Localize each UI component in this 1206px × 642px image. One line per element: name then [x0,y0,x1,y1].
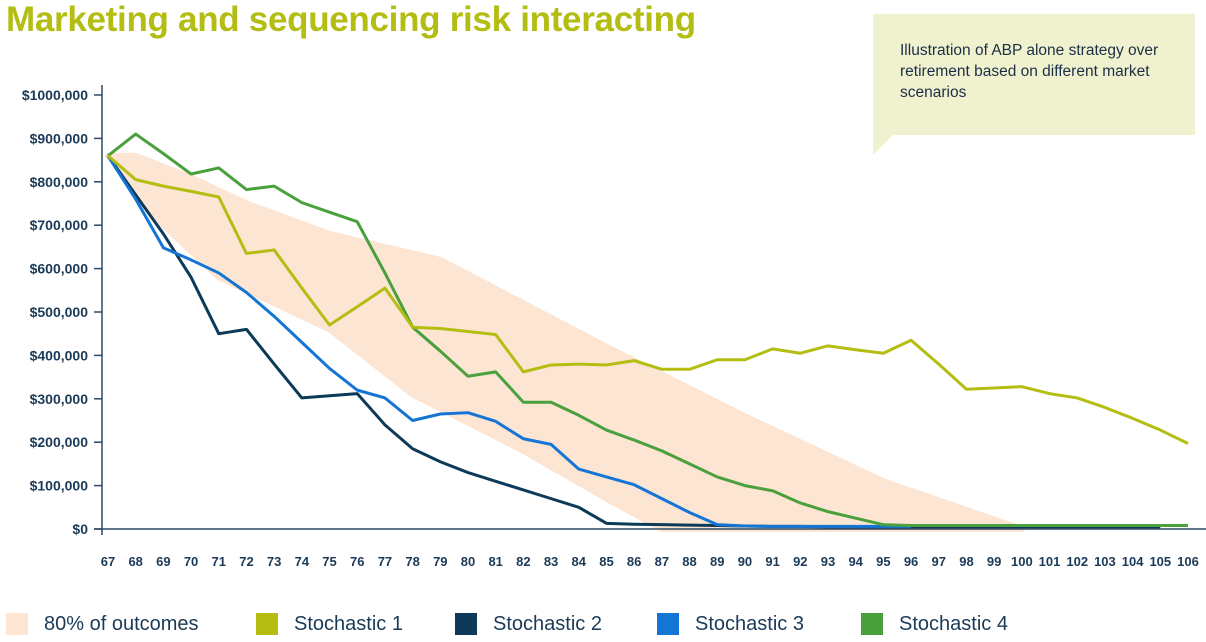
x-tick-label: 103 [1094,554,1116,569]
x-tick-label: 96 [904,554,918,569]
y-tick-label: $600,000 [30,261,89,277]
legend-swatch [861,613,883,635]
band-80-percent [105,152,1025,532]
x-tick-label: 72 [239,554,253,569]
legend-swatch [657,613,679,635]
legend-label: Stochastic 3 [695,612,804,635]
x-tick-label: 104 [1122,554,1144,569]
x-tick-label: 77 [378,554,392,569]
y-tick-label: $0 [72,521,88,537]
y-tick-label: $700,000 [30,217,89,233]
x-tick-label: 89 [710,554,724,569]
x-tick-label: 70 [184,554,198,569]
legend-swatch [256,613,278,635]
x-tick-label: 80 [461,554,475,569]
x-tick-label: 90 [738,554,752,569]
series-line-stochastic-3 [106,154,912,528]
x-tick-label: 102 [1066,554,1088,569]
y-tick-label: $500,000 [30,304,89,320]
y-tick-label: $300,000 [30,391,89,407]
x-tick-label: 84 [572,554,587,569]
legend-swatch [455,613,477,635]
y-tick-label: $100,000 [30,478,89,494]
series-line-stochastic-1 [107,154,1189,445]
x-tick-label: 105 [1149,554,1171,569]
x-tick-label: 86 [627,554,641,569]
legend-item-stochastic-1: Stochastic 1 [256,611,403,637]
y-tick-label: $400,000 [30,347,89,363]
x-tick-label: 93 [821,554,835,569]
series-line-stochastic-4 [107,132,1188,528]
x-tick-label: 101 [1039,554,1061,569]
x-tick-label: 68 [128,554,142,569]
legend-label: Stochastic 2 [493,612,602,635]
x-tick-label: 79 [433,554,447,569]
y-tick-label: $800,000 [30,174,89,190]
x-tick-label: 74 [295,554,310,569]
legend-swatch [6,613,28,635]
x-tick-label: 87 [655,554,669,569]
y-tick-label: $200,000 [30,434,89,450]
legend-item-stochastic-4: Stochastic 4 [861,611,1008,637]
x-tick-label: 97 [932,554,946,569]
y-tick-label: $900,000 [30,130,89,146]
x-tick-label: 78 [405,554,419,569]
legend-item-band: 80% of outcomes [6,611,199,637]
x-tick-label: 76 [350,554,364,569]
callout-text: Illustration of ABP alone strategy over … [900,42,1159,101]
legend-item-stochastic-2: Stochastic 2 [455,611,602,637]
x-tick-label: 88 [682,554,696,569]
x-tick-label: 69 [156,554,170,569]
x-tick-label: 85 [599,554,613,569]
legend-item-stochastic-3: Stochastic 3 [657,611,804,637]
x-tick-label: 95 [876,554,890,569]
x-tick-label: 83 [544,554,558,569]
x-tick-label: 82 [516,554,530,569]
x-tick-label: 99 [987,554,1001,569]
y-tick-label: $1000,000 [22,87,88,103]
x-tick-label: 91 [765,554,779,569]
x-tick-label: 106 [1177,554,1199,569]
x-tick-label: 94 [848,554,863,569]
x-tick-label: 73 [267,554,281,569]
x-tick-label: 81 [488,554,502,569]
x-tick-label: 67 [101,554,115,569]
x-tick-label: 100 [1011,554,1033,569]
legend-label: Stochastic 4 [899,612,1008,635]
legend-label: 80% of outcomes [44,612,199,635]
x-tick-label: 92 [793,554,807,569]
x-tick-label: 71 [212,554,226,569]
legend-label: Stochastic 1 [294,612,403,635]
x-tick-label: 98 [959,554,973,569]
x-tick-label: 75 [322,554,336,569]
callout-box: Illustration of ABP alone strategy over … [873,14,1195,155]
chart-title: Marketing and sequencing risk interactin… [6,0,696,39]
